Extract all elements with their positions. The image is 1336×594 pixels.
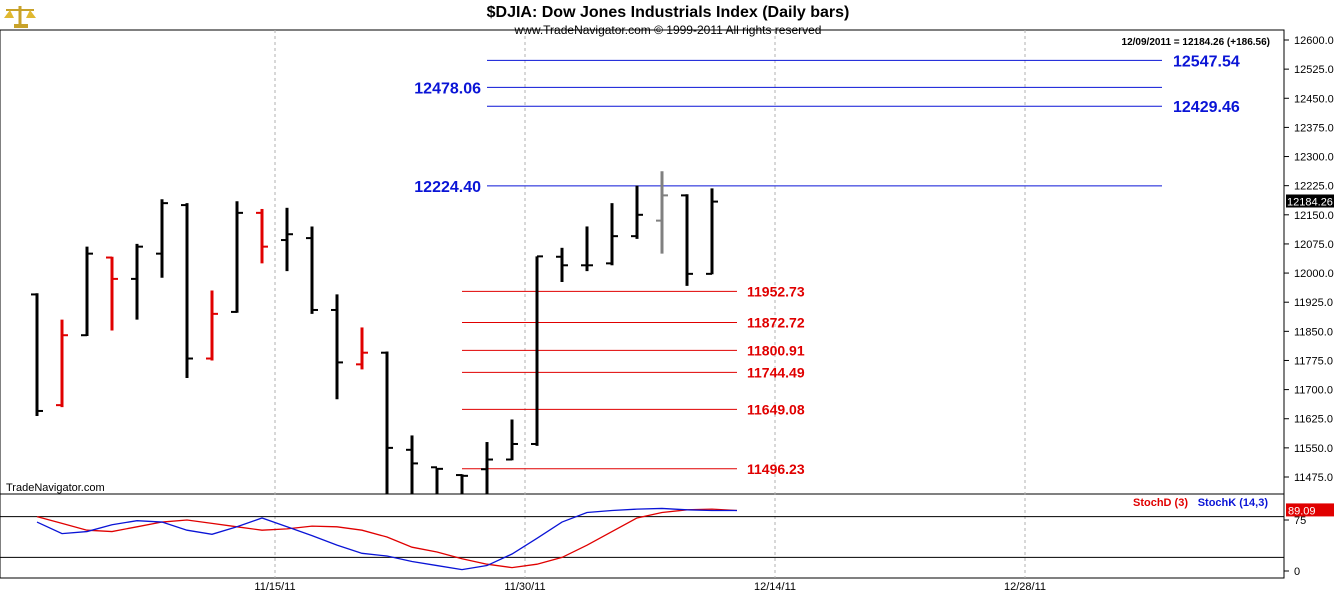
ohlc-bar-21 bbox=[556, 247, 568, 283]
stoch-last-tag: 89.09 bbox=[1286, 503, 1334, 517]
level-label-8: 11649.08 bbox=[747, 401, 805, 417]
ohlc-bar-25 bbox=[656, 171, 668, 254]
stoch-legend: StochD (3) StochK (14,3) bbox=[1133, 497, 1268, 509]
stoch-ytick-label-1: 0 bbox=[1294, 566, 1300, 578]
ytick-label-8: 12000.0 bbox=[1294, 268, 1334, 280]
ohlc-bar-27 bbox=[706, 188, 718, 275]
ohlc-bar-4 bbox=[131, 243, 143, 320]
ohlc-bar-8 bbox=[231, 201, 243, 313]
price-axis: 12600.0 12525.0 12450.0 12375.0 12300.0 12225… bbox=[1284, 35, 1334, 484]
level-label-5: 11872.72 bbox=[747, 315, 805, 331]
ohlc-bar-24 bbox=[631, 185, 643, 239]
ohlc-bar-26 bbox=[681, 194, 693, 286]
stoch-line-0 bbox=[36, 508, 738, 569]
date-axis: 11/15/11 11/30/11 12/14/11 12/28/11 bbox=[254, 581, 1046, 593]
level-label-6: 11800.91 bbox=[747, 342, 805, 358]
watermark: TradeNavigator.com bbox=[6, 482, 105, 494]
legend-stochk: StochK (14,3) bbox=[1198, 497, 1269, 509]
plot-area bbox=[0, 29, 1285, 579]
ohlc-bar-10 bbox=[281, 207, 293, 272]
level-label-9: 11496.23 bbox=[747, 461, 805, 477]
ohlc-bar-20 bbox=[531, 255, 543, 446]
ohlc-bar-22 bbox=[581, 226, 593, 272]
ytick-label-3: 12375.0 bbox=[1294, 122, 1334, 134]
level-label-3: 12224.40 bbox=[414, 179, 481, 196]
ytick-label-15: 11475.0 bbox=[1294, 472, 1333, 484]
ohlc-bar-18 bbox=[481, 442, 493, 494]
stoch-ytick-label-0: 75 bbox=[1294, 515, 1306, 527]
ytick-label-11: 11775.0 bbox=[1294, 355, 1333, 367]
ohlc-bar-3 bbox=[106, 256, 118, 331]
quote-readout: 12/09/2011 = 12184.26 (+186.56) bbox=[1122, 37, 1270, 48]
level-label-0: 12547.54 bbox=[1173, 53, 1240, 70]
last-price-tag: 12184.26 bbox=[1286, 194, 1334, 208]
scales-logo-icon bbox=[4, 6, 36, 28]
xtick-label-1: 11/30/11 bbox=[504, 581, 545, 593]
ytick-label-10: 11850.0 bbox=[1294, 326, 1333, 338]
ohlc-bar-9 bbox=[256, 208, 268, 264]
xtick-label-0: 11/15/11 bbox=[254, 581, 295, 593]
ohlc-bar-5 bbox=[156, 199, 168, 278]
ytick-label-4: 12300.0 bbox=[1294, 152, 1334, 164]
ohlc-bar-15 bbox=[406, 435, 418, 494]
xtick-label-2: 12/14/11 bbox=[754, 581, 796, 593]
ohlc-bar-12 bbox=[331, 294, 343, 400]
ohlc-bar-1 bbox=[56, 319, 68, 408]
fib-levels: 12547.54 12478.06 12429.46 12224.40 11952.73… bbox=[414, 53, 1240, 476]
ytick-label-7: 12075.0 bbox=[1294, 239, 1334, 251]
ohlc-bar-6 bbox=[181, 203, 193, 378]
legend-stochd: StochD (3) bbox=[1133, 497, 1188, 509]
stochastic-panel: 75 0 bbox=[0, 507, 1306, 578]
level-label-2: 12429.46 bbox=[1173, 99, 1240, 116]
ytick-label-1: 12525.0 bbox=[1294, 64, 1334, 76]
ohlc-bar-13 bbox=[356, 327, 368, 370]
ytick-label-12: 11700.0 bbox=[1294, 385, 1333, 397]
ytick-label-0: 12600.0 bbox=[1294, 35, 1334, 47]
xtick-label-3: 12/28/11 bbox=[1004, 581, 1046, 593]
ytick-label-2: 12450.0 bbox=[1294, 93, 1334, 105]
ytick-label-13: 11625.0 bbox=[1294, 414, 1333, 426]
ohlc-bar-11 bbox=[306, 226, 318, 314]
ohlc-bar-17 bbox=[456, 474, 468, 494]
chart-title: $DJIA: Dow Jones Industrials Index (Dail… bbox=[487, 4, 850, 21]
level-label-1: 12478.06 bbox=[414, 80, 481, 97]
stoch-line-1 bbox=[36, 507, 737, 571]
chart-subtitle: www.TradeNavigator.com © 1999-2011 All r… bbox=[514, 23, 822, 37]
date-gridlines bbox=[274, 30, 1026, 578]
ohlc-bar-23 bbox=[606, 203, 618, 266]
ytick-label-9: 11925.0 bbox=[1294, 297, 1333, 309]
ohlc-bar-19 bbox=[506, 419, 518, 461]
ohlc-bar-2 bbox=[81, 246, 93, 337]
price-bars bbox=[31, 171, 718, 494]
level-label-4: 11952.73 bbox=[747, 283, 805, 299]
ohlc-bar-7 bbox=[206, 290, 218, 361]
ohlc-bar-0 bbox=[31, 293, 43, 417]
ytick-label-6: 12150.0 bbox=[1294, 210, 1334, 222]
level-label-7: 11744.49 bbox=[747, 364, 805, 380]
stoch-last-label: 89.09 bbox=[1288, 505, 1316, 517]
ytick-label-14: 11550.0 bbox=[1294, 443, 1333, 455]
last-price-label: 12184.26 bbox=[1287, 196, 1333, 208]
ohlc-bar-14 bbox=[381, 351, 393, 494]
ohlc-bar-16 bbox=[431, 466, 443, 494]
ytick-label-5: 12225.0 bbox=[1294, 181, 1334, 193]
